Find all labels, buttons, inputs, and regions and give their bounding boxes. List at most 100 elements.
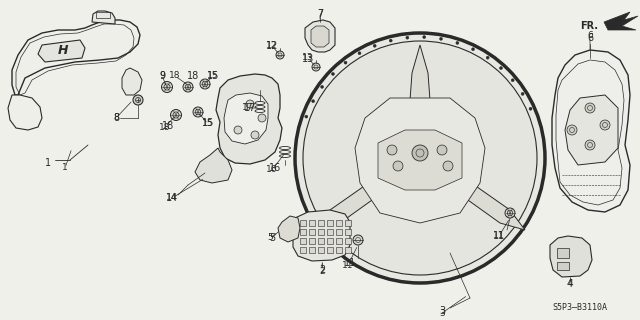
Text: 18: 18 bbox=[162, 121, 174, 131]
Circle shape bbox=[456, 41, 459, 44]
Text: 12: 12 bbox=[266, 42, 278, 51]
Polygon shape bbox=[355, 98, 485, 223]
Bar bbox=[300, 247, 306, 253]
Polygon shape bbox=[92, 11, 115, 24]
Polygon shape bbox=[12, 20, 140, 95]
Circle shape bbox=[600, 120, 610, 130]
Text: 16: 16 bbox=[269, 163, 281, 173]
Text: 9: 9 bbox=[159, 71, 165, 81]
Circle shape bbox=[251, 131, 259, 139]
Bar bbox=[318, 229, 324, 235]
Text: 2: 2 bbox=[319, 267, 325, 276]
Circle shape bbox=[312, 100, 315, 103]
Polygon shape bbox=[195, 148, 232, 183]
Polygon shape bbox=[38, 40, 85, 62]
Text: 17: 17 bbox=[244, 103, 256, 113]
Circle shape bbox=[521, 92, 524, 95]
Bar bbox=[336, 220, 342, 226]
Text: 3: 3 bbox=[439, 308, 445, 317]
Circle shape bbox=[200, 79, 210, 89]
Text: 14: 14 bbox=[166, 193, 178, 203]
Text: 11: 11 bbox=[493, 231, 505, 241]
Circle shape bbox=[312, 63, 320, 71]
Circle shape bbox=[344, 61, 347, 64]
Circle shape bbox=[423, 36, 426, 39]
Text: 15: 15 bbox=[207, 71, 219, 81]
Bar bbox=[300, 229, 306, 235]
Circle shape bbox=[276, 51, 284, 59]
Text: 11: 11 bbox=[493, 231, 505, 241]
Bar bbox=[336, 229, 342, 235]
Circle shape bbox=[183, 82, 193, 92]
Text: 18: 18 bbox=[187, 71, 199, 81]
Circle shape bbox=[406, 36, 409, 39]
Circle shape bbox=[437, 145, 447, 155]
Circle shape bbox=[234, 126, 242, 134]
Circle shape bbox=[321, 85, 324, 88]
Circle shape bbox=[258, 114, 266, 122]
Circle shape bbox=[529, 107, 532, 110]
Text: 8: 8 bbox=[113, 113, 119, 123]
Text: 15: 15 bbox=[202, 119, 214, 129]
Bar bbox=[327, 238, 333, 244]
Polygon shape bbox=[305, 20, 335, 52]
Bar bbox=[309, 238, 315, 244]
Polygon shape bbox=[293, 210, 350, 261]
Circle shape bbox=[585, 140, 595, 150]
Bar bbox=[327, 229, 333, 235]
Polygon shape bbox=[550, 236, 592, 277]
Bar bbox=[327, 220, 333, 226]
Text: 7: 7 bbox=[317, 9, 323, 19]
Text: 9: 9 bbox=[159, 71, 165, 81]
Circle shape bbox=[170, 109, 182, 121]
Bar bbox=[96, 12, 110, 18]
Polygon shape bbox=[378, 130, 462, 190]
Polygon shape bbox=[311, 26, 329, 47]
Bar bbox=[318, 247, 324, 253]
Polygon shape bbox=[224, 93, 268, 144]
Text: 12: 12 bbox=[266, 41, 278, 51]
Circle shape bbox=[246, 100, 254, 108]
Polygon shape bbox=[278, 216, 300, 242]
Bar bbox=[300, 220, 306, 226]
Text: 3: 3 bbox=[439, 306, 445, 316]
Bar bbox=[318, 220, 324, 226]
Circle shape bbox=[412, 145, 428, 161]
Text: 4: 4 bbox=[567, 279, 573, 289]
Circle shape bbox=[385, 123, 455, 193]
Circle shape bbox=[353, 235, 363, 245]
Circle shape bbox=[358, 52, 361, 55]
Polygon shape bbox=[552, 50, 630, 212]
Bar bbox=[327, 247, 333, 253]
Text: 1: 1 bbox=[45, 158, 51, 168]
Text: 5: 5 bbox=[269, 233, 275, 243]
Text: 6: 6 bbox=[587, 33, 593, 43]
Text: 13: 13 bbox=[302, 54, 314, 64]
Circle shape bbox=[133, 95, 143, 105]
Bar bbox=[345, 238, 351, 244]
Circle shape bbox=[440, 37, 442, 40]
Text: 18: 18 bbox=[169, 71, 180, 81]
Text: 2: 2 bbox=[319, 265, 325, 275]
Circle shape bbox=[305, 115, 308, 118]
Bar bbox=[557, 248, 569, 258]
Text: 6: 6 bbox=[587, 31, 593, 41]
Bar bbox=[336, 247, 342, 253]
Circle shape bbox=[303, 41, 537, 275]
Text: 8: 8 bbox=[113, 114, 119, 123]
Polygon shape bbox=[216, 74, 282, 164]
Circle shape bbox=[567, 125, 577, 135]
Circle shape bbox=[161, 82, 173, 92]
Text: 15: 15 bbox=[202, 118, 214, 128]
Circle shape bbox=[511, 79, 514, 82]
Bar bbox=[300, 238, 306, 244]
Circle shape bbox=[486, 56, 489, 59]
Text: 7: 7 bbox=[317, 9, 323, 18]
Bar bbox=[309, 229, 315, 235]
Text: 16: 16 bbox=[266, 165, 278, 174]
Polygon shape bbox=[440, 168, 525, 230]
Circle shape bbox=[585, 103, 595, 113]
Bar bbox=[345, 220, 351, 226]
Bar bbox=[345, 229, 351, 235]
Text: 14: 14 bbox=[166, 194, 178, 203]
